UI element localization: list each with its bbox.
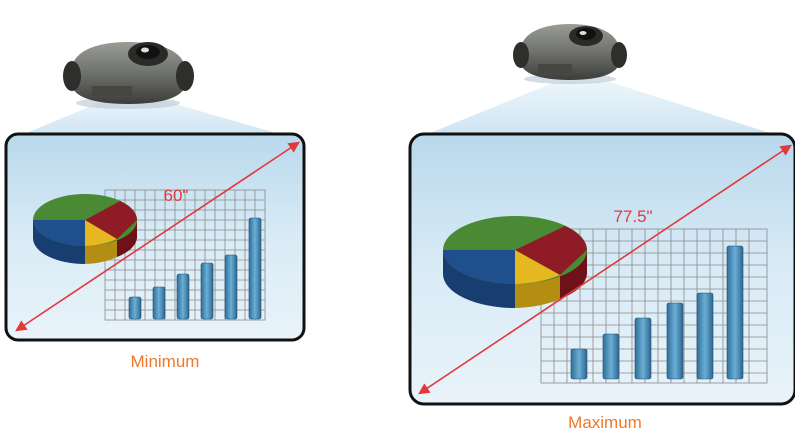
- bar: [128, 296, 142, 320]
- projection-beam: [413, 82, 792, 140]
- bar: [200, 262, 214, 320]
- diagonal-size-label: 77.5": [613, 207, 652, 226]
- bar: [224, 254, 238, 320]
- diagonal-size-label: 60": [164, 186, 189, 205]
- bar: [152, 286, 166, 320]
- minimum-label: Minimum: [130, 352, 200, 371]
- bar: [176, 273, 190, 320]
- bar: [666, 302, 684, 380]
- projector-icon: [513, 24, 627, 84]
- bar: [726, 245, 744, 380]
- diagonal-arrow-icon: [15, 141, 300, 332]
- minimum-panel: 60": [4, 42, 306, 342]
- diagonal-arrow-icon: [418, 144, 792, 395]
- bar: [602, 333, 620, 380]
- maximum-panel: 77.5": [408, 24, 795, 406]
- bar: [634, 317, 652, 380]
- bar: [570, 348, 588, 380]
- projector-icon: [63, 42, 194, 109]
- bar: [696, 292, 714, 380]
- maximum-label: Maximum: [568, 413, 642, 432]
- bar: [248, 217, 262, 320]
- pie-chart-icon: [33, 194, 137, 264]
- projection-beam: [10, 98, 300, 140]
- pie-chart-icon: [443, 216, 587, 308]
